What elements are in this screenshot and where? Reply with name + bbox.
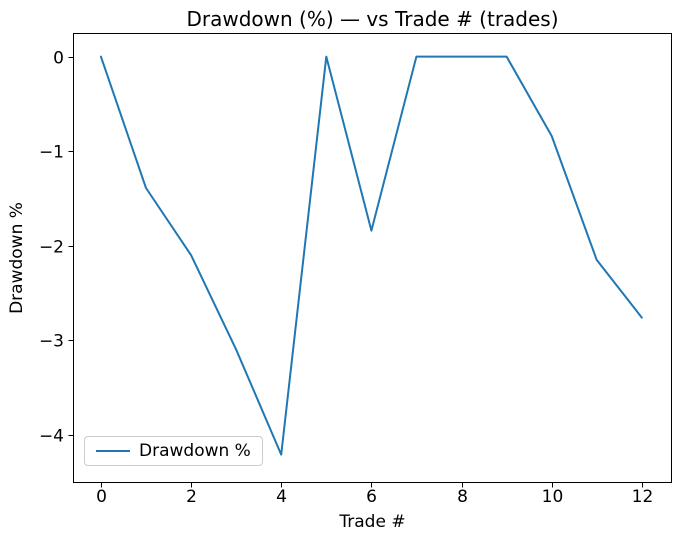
data-line-drawdown- xyxy=(99,55,643,456)
x-tick-label: 12 xyxy=(632,487,654,507)
x-tick-label: 8 xyxy=(457,487,468,507)
y-tick-label: −2 xyxy=(39,238,64,258)
legend-line-sample-icon xyxy=(96,450,130,452)
x-tick-label: 6 xyxy=(366,487,377,507)
legend-label: Drawdown % xyxy=(139,441,251,461)
y-tick-label: −4 xyxy=(39,427,64,447)
legend: Drawdown % xyxy=(84,436,263,466)
x-tick-label: 2 xyxy=(186,487,197,507)
chart-title: Drawdown (%) — vs Trade # (trades) xyxy=(186,7,559,31)
y-tick-label: −1 xyxy=(39,143,64,163)
x-tick-label: 4 xyxy=(276,487,287,507)
y-tick-label: 0 xyxy=(53,49,64,69)
x-tick-label: 0 xyxy=(96,487,107,507)
x-tick-label: 10 xyxy=(542,487,564,507)
axes-spines xyxy=(73,33,672,483)
x-axis-label: Trade # xyxy=(339,512,406,532)
y-tick-label: −3 xyxy=(39,332,64,352)
